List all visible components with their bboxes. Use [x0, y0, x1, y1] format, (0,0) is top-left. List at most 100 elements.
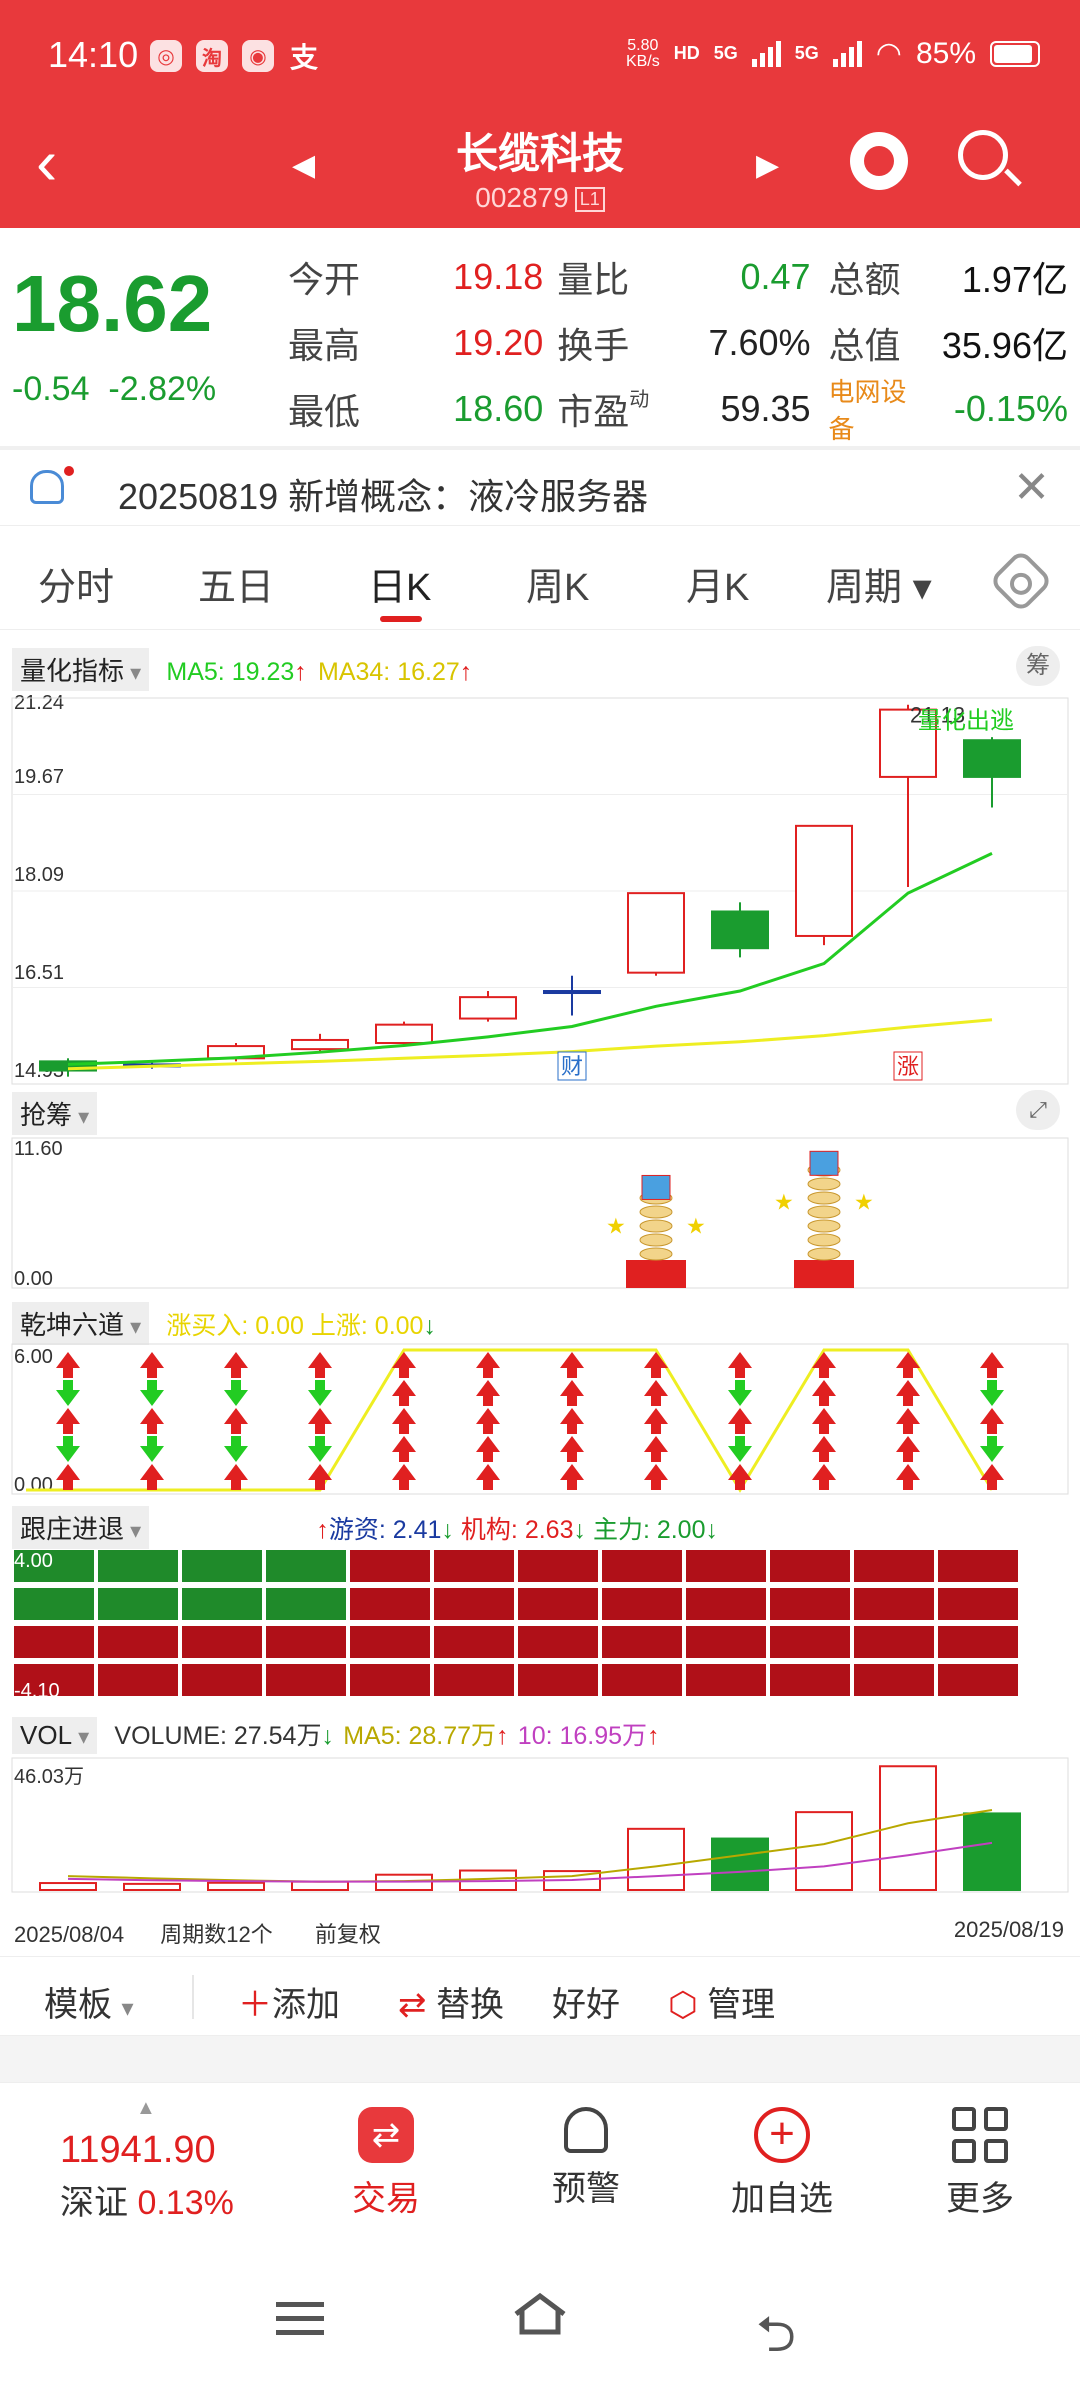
qiankun-arrow [392, 1352, 416, 1378]
menu-icon[interactable] [276, 2302, 324, 2344]
genzhuang-chart[interactable] [0, 1546, 1080, 1706]
genzhuang-cell [182, 1664, 262, 1696]
qiankun-arrow [56, 1380, 80, 1406]
end-date: 2025/08/19 [953, 1917, 1064, 1942]
indicator-select-qiangchou[interactable]: 抢筹 [12, 1092, 98, 1135]
tab-monthly-k[interactable]: 月K [686, 567, 750, 609]
qiankun-arrow [392, 1436, 416, 1462]
genzhuang-cell [434, 1626, 514, 1658]
tab-five-day[interactable]: 五日 [198, 567, 275, 609]
qiankun-arrow [560, 1436, 584, 1462]
qiankun-arrow [308, 1408, 332, 1434]
market-cap-label: 总值 [828, 325, 901, 366]
template-button[interactable]: 模板 ▾ [44, 1986, 134, 2024]
tab-weekly-k[interactable]: 周K [526, 567, 590, 609]
signal-bars-icon-2 [832, 40, 862, 67]
qiankun-arrow [728, 1408, 752, 1434]
settings-icon[interactable] [988, 548, 1054, 614]
genzhuang-cell [938, 1626, 1018, 1658]
open-value: 19.18 [453, 256, 544, 297]
low-value: 18.60 [453, 388, 544, 429]
tab-period[interactable]: 周期 ▾ [826, 567, 932, 609]
volume-ratio-value: 0.47 [740, 256, 811, 297]
market-cap-value: 35.96亿 [941, 325, 1068, 366]
y-label: 0.00 [14, 1268, 53, 1290]
qiankun-arrow [644, 1436, 668, 1462]
volume-chart[interactable] [0, 1756, 1080, 1896]
indicator-select-quant[interactable]: 量化指标 [12, 648, 150, 691]
genzhuang-cell [350, 1550, 430, 1582]
indicator-select-genzhuang[interactable]: 跟庄进退 [12, 1506, 150, 1549]
indicator-select-qiankun[interactable]: 乾坤六道 [12, 1302, 150, 1345]
qiangchou-chart[interactable]: ★ ★ ★ ★ [0, 1136, 1080, 1296]
volume-bar [39, 1882, 97, 1891]
genzhuang-cell [182, 1550, 262, 1582]
genzhuang-cell [14, 1626, 94, 1658]
qiankun-arrow [980, 1436, 1004, 1462]
adjust-mode[interactable]: 前复权 [314, 1922, 381, 1947]
notification-icons: ◎ 淘 ◉ 支 [150, 40, 320, 73]
qiankun-arrow [812, 1464, 836, 1490]
candle-body [543, 990, 601, 995]
index-name[interactable]: 深证 0.13% [60, 2184, 234, 2222]
trade-icon [358, 2107, 414, 2163]
volume-bar [291, 1880, 349, 1892]
qiankun-arrow [980, 1464, 1004, 1490]
replace-button[interactable]: ⇄ 替换 [398, 1986, 504, 2024]
genzhuang-cell [98, 1626, 178, 1658]
qiankun-arrow [728, 1380, 752, 1406]
qiankun-header: 乾坤六道 涨买入: 0.00 上涨: 0.00↓ [12, 1302, 436, 1345]
close-icon[interactable]: ✕ [1013, 463, 1050, 512]
vol-ma5-line [67, 1809, 993, 1883]
stock-name: 长缆科技 [455, 130, 624, 177]
qiankun-arrow [560, 1380, 584, 1406]
tab-daily-k[interactable]: 日K [368, 567, 432, 609]
good-button[interactable]: 好好 [552, 1986, 620, 2024]
qiankun-arrow [896, 1436, 920, 1462]
qiankun-arrow [560, 1408, 584, 1434]
next-stock-icon[interactable]: ▶ [756, 149, 780, 182]
tab-intraday[interactable]: 分时 [38, 567, 115, 609]
quote-row: 最高 19.20 换手 7.60% 总值 35.96亿 [288, 310, 1068, 376]
trade-button[interactable]: 交易 [306, 2107, 466, 2220]
vol-ma5-label: MA5: 28.77万↑ [343, 1722, 509, 1750]
volume-label: VOLUME: 27.54万↓ [114, 1722, 334, 1750]
prev-stock-icon[interactable]: ◀ [292, 149, 316, 182]
star-icon: ★ [606, 1213, 626, 1238]
home-icon[interactable] [512, 2292, 568, 2336]
qiankun-arrow [476, 1464, 500, 1490]
active-tab-indicator [380, 616, 422, 622]
genzhuang-cell [98, 1550, 178, 1582]
add-watchlist-button[interactable]: 加自选 [702, 2107, 862, 2220]
candle-body [627, 892, 685, 974]
indicator-select-vol[interactable]: VOL [12, 1717, 98, 1754]
concept-notice[interactable]: 20250819 新增概念：液冷服务器 ✕ [0, 450, 1080, 526]
add-button[interactable]: ＋添加 [238, 1986, 340, 2024]
qiankun-arrow [812, 1408, 836, 1434]
system-nav: ⮌ [0, 2242, 1080, 2388]
search-icon[interactable] [958, 130, 1008, 180]
genzhuang-cell [518, 1588, 598, 1620]
toolbar-separator [192, 1975, 194, 2019]
back-icon[interactable]: ‹ [36, 126, 58, 198]
manage-button[interactable]: ⬡ 管理 [668, 1986, 776, 2024]
mascot-icon[interactable] [850, 132, 908, 190]
more-button[interactable]: 更多 [900, 2107, 1060, 2220]
index-value[interactable]: 11941.90 [60, 2129, 216, 2171]
back-nav-icon[interactable]: ⮌ [756, 2306, 797, 2362]
chip-distribution-button[interactable]: 筹 [1016, 646, 1060, 686]
index-expand-icon[interactable]: ▲ [136, 2097, 156, 2119]
qiankun-line [26, 1348, 994, 1493]
qiankun-arrow [140, 1380, 164, 1406]
qiankun-chart[interactable] [0, 1342, 1080, 1502]
qiankun-arrow [56, 1464, 80, 1490]
genzhuang-cell [854, 1550, 934, 1582]
high-label: 最高 [288, 325, 361, 366]
qiankun-arrow [224, 1352, 248, 1378]
expand-icon[interactable]: ⤢ [1016, 1090, 1060, 1130]
sector-label[interactable]: 电网设备 [828, 377, 907, 444]
alert-button[interactable]: 预警 [506, 2107, 666, 2210]
pe-value: 59.35 [720, 388, 811, 429]
net-speed: 5.80 KB/s [625, 36, 660, 70]
